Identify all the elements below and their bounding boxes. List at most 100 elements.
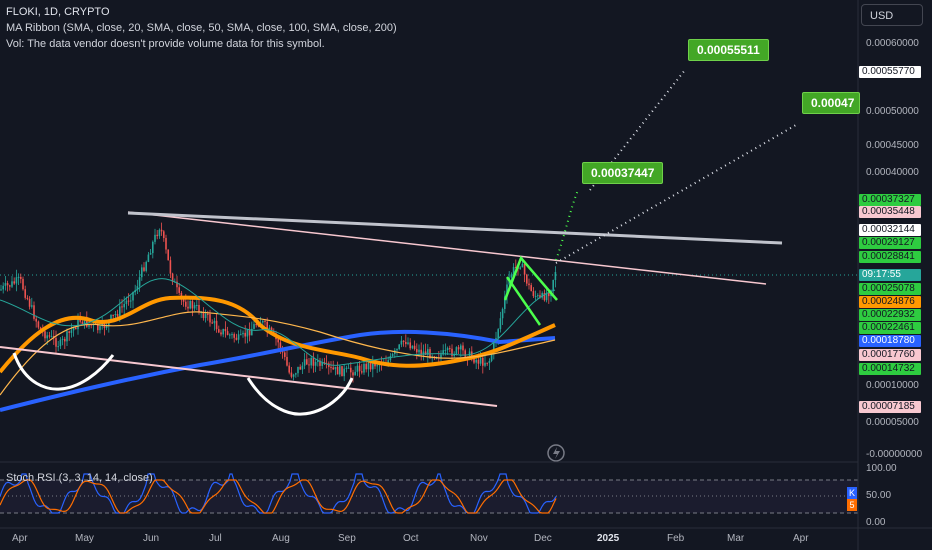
candle-body [545,293,548,301]
target-callout-near[interactable]: 0.00037447 [582,162,664,184]
candle-body [90,324,92,326]
rsi-d-line [0,479,557,514]
rsi-tick: 50.00 [866,490,892,501]
candle-body [343,368,345,377]
sma-100-line [0,295,556,374]
sma-50-line [0,311,556,396]
candle-body [264,320,266,322]
candle-body [506,284,508,297]
candle-body [229,334,231,336]
candle-body [347,367,350,369]
candle-body [446,348,449,350]
candle-body [475,359,477,363]
rsi-d-badge: 5 [847,499,857,511]
time-tick: Mar [727,533,745,544]
replay-icon[interactable] [547,444,565,462]
candle-body [306,359,308,365]
candle-body [451,348,453,357]
candle-body [303,359,306,366]
candle-body [493,341,495,355]
time-tick: Feb [667,533,685,544]
candle-body [231,334,233,336]
candle-body [519,267,521,269]
candle-body [352,372,354,376]
volume-legend: Vol: The data vendor doesn't provide vol… [6,38,325,50]
candle-body [97,324,99,331]
currency-button[interactable]: USD [861,4,923,26]
candle-body [13,281,15,284]
target-callout-mid[interactable]: 0.00047 [802,92,860,114]
candle-body [284,352,286,357]
projection-mid [555,124,797,264]
candle-body [156,234,158,237]
candle-body [455,347,458,355]
candle-body [31,305,33,307]
candle-body [301,365,304,370]
candle-body [440,354,442,359]
candle-body [48,335,51,337]
candle-body [515,267,517,269]
candle-body [105,325,108,328]
flag-lower-line [505,276,542,326]
symbol-legend[interactable]: FLOKI, 1D, CRYPTO [6,6,110,18]
ma-ribbon-legend[interactable]: MA Ribbon (SMA, close, 20, SMA, close, 5… [6,22,397,34]
candle-body [167,249,169,261]
candle-body [24,289,26,298]
time-tick: Aug [272,533,290,544]
candle-body [77,319,79,330]
candle-body [33,305,35,319]
price-tag: 0.00055770 [859,66,921,78]
candle-body [523,263,526,275]
candle-body [323,362,326,364]
stoch-rsi-legend[interactable]: Stoch RSI (3, 3, 14, 14, close) [6,472,153,484]
price-tick: 0.00010000 [866,380,919,391]
candle-body [490,354,493,361]
candle-body [367,363,370,370]
price-tick: 0.00045000 [866,140,919,151]
time-tick: Apr [12,533,28,544]
candle-body [9,285,11,287]
target-callout-high[interactable]: 0.00055511 [688,39,769,61]
candle-body [171,273,174,282]
candle-body [297,366,299,374]
candle-body [270,327,273,331]
candle-body [242,332,244,335]
candle-body [20,276,22,279]
candle-body [132,292,134,301]
candle-body [79,319,81,322]
candle-body [154,234,156,242]
candle-body [473,357,475,363]
candle-body [457,347,460,350]
price-tag: 0.00025078 [859,283,921,295]
candle-body [83,318,86,325]
candle-body [213,320,216,324]
candle-body [149,253,152,255]
candle-body [44,331,46,339]
candle-body [424,351,427,355]
candle-body [418,349,420,353]
candle-body [68,331,70,333]
candle-body [138,277,141,287]
candle-body [2,285,4,290]
candle-body [46,335,48,339]
candle-body [207,313,209,315]
candle-body [521,263,524,268]
candle-body [11,281,13,287]
candle-body [396,349,398,351]
candle-body [273,330,275,334]
candle-body [312,357,315,366]
candle-body [147,254,150,262]
price-tag: 0.00028841 [859,251,921,263]
price-tag: 0.00007185 [859,401,921,413]
candle-body [484,362,486,366]
candle-body [464,350,466,357]
time-tick: Oct [403,533,419,544]
candle-body [202,312,205,319]
sma-20-line [0,278,556,366]
candle-body [460,345,462,350]
candle-body [449,348,451,350]
candle-body [442,350,444,355]
time-tick: Sep [338,533,356,544]
candle-body [110,314,112,320]
